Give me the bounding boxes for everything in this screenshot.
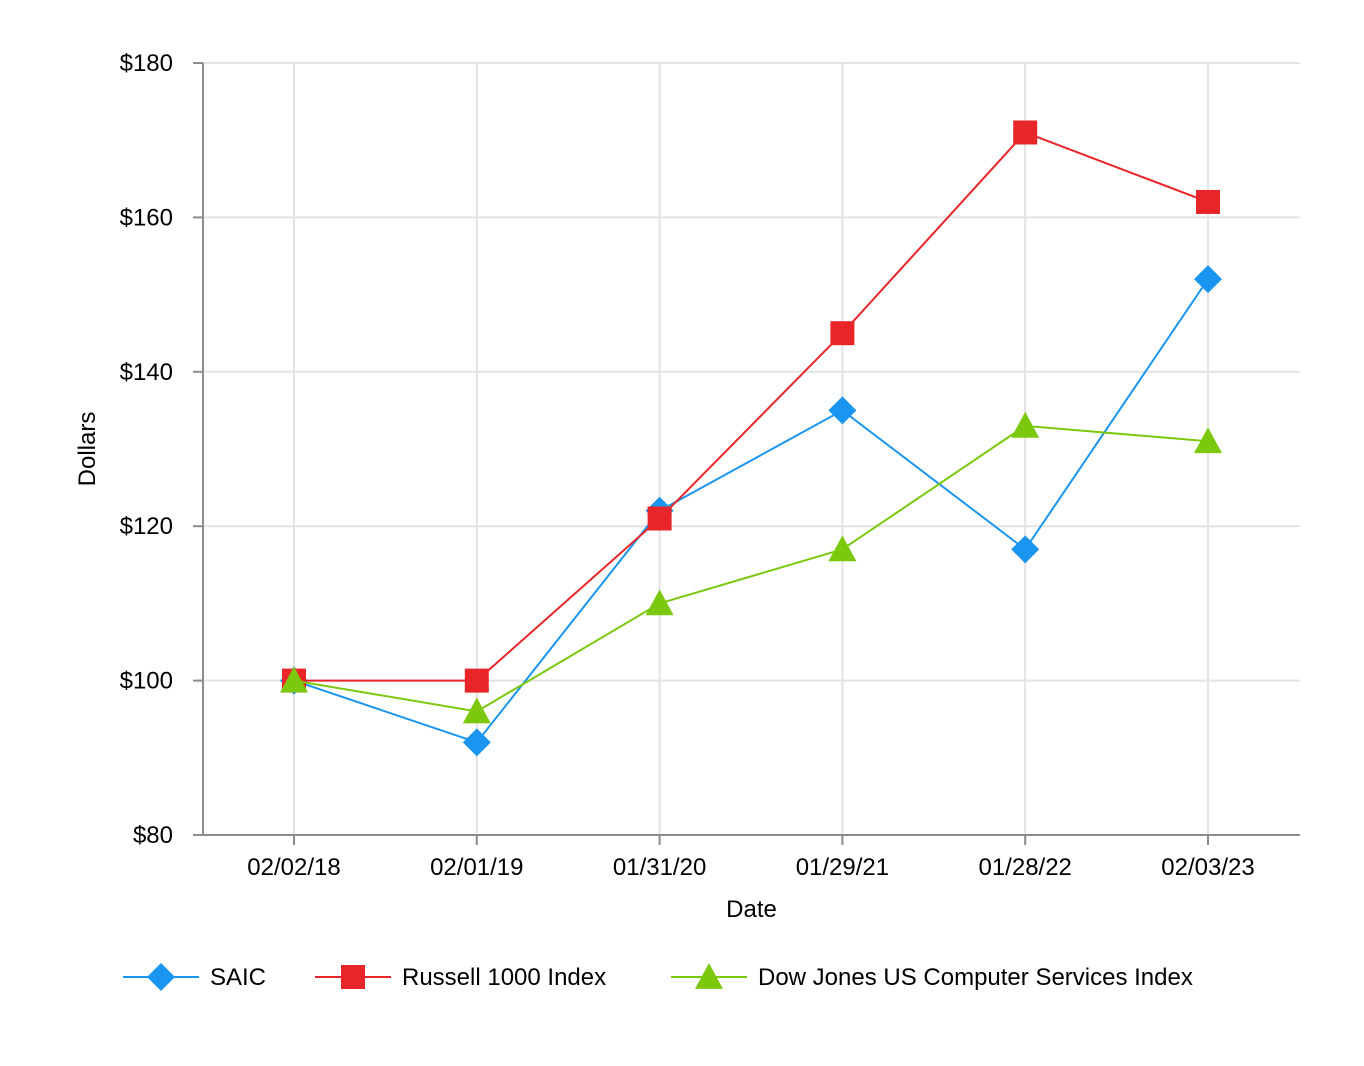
data-point-square [464,668,489,693]
y-tick-label: $180 [120,50,173,77]
legend-marker-square [341,965,365,989]
y-axis-title: Dollars [74,412,101,487]
series-0 [280,265,1222,757]
x-tick-label: 02/01/19 [430,854,523,881]
legend-marker-diamond [147,963,175,991]
legend-label: SAIC [210,964,266,991]
y-tick-label: $80 [133,822,173,849]
data-point-square [830,321,855,346]
data-point-triangle [645,589,674,616]
data-point-diamond [462,728,491,757]
x-tick-label: 02/03/23 [1161,854,1254,881]
series-line [294,131,1209,682]
series [280,120,1222,757]
data-point-diamond [828,396,857,425]
series-1 [282,120,1220,693]
data-point-square [1013,120,1038,145]
data-point-triangle [1011,411,1040,438]
x-tick-label: 02/02/18 [247,854,340,881]
data-point-diamond [1011,535,1040,564]
data-point-square [647,506,672,531]
data-point-triangle [280,666,308,693]
legend: SAIC Russell 1000 Index Dow Jones US Compu… [123,963,1193,991]
data-point-triangle [1194,427,1222,454]
legend-label: Dow Jones US Computer Services Index [758,964,1193,991]
data-point-triangle [462,697,491,724]
x-tick-label: 01/29/21 [796,854,889,881]
y-tick-label: $100 [120,668,173,695]
grid [203,62,1300,835]
legend-item: Dow Jones US Computer Services Index [671,963,1193,991]
legend-item: Russell 1000 Index [315,964,606,991]
legend-marker-triangle [695,963,723,989]
series-line [293,424,1209,713]
legend-item: SAIC [123,963,266,991]
y-tick-label: $120 [120,513,173,540]
legend-label: Russell 1000 Index [402,964,606,991]
x-tick-label: 01/31/20 [613,854,706,881]
y-tick-label: $160 [120,204,173,231]
data-point-diamond [1194,265,1222,294]
data-point-triangle [828,535,857,562]
axes [193,62,1300,845]
x-axis-title: Date [726,896,777,923]
data-point-square [1196,189,1220,214]
y-tick-label: $140 [120,359,173,386]
x-tick-label: 01/28/22 [978,854,1071,881]
series-line [293,278,1209,744]
tick-labels: $80 $100 $120 $140 $160 $180 02/02/18 02/01/19 0… [120,50,1255,881]
series-2 [280,411,1222,724]
